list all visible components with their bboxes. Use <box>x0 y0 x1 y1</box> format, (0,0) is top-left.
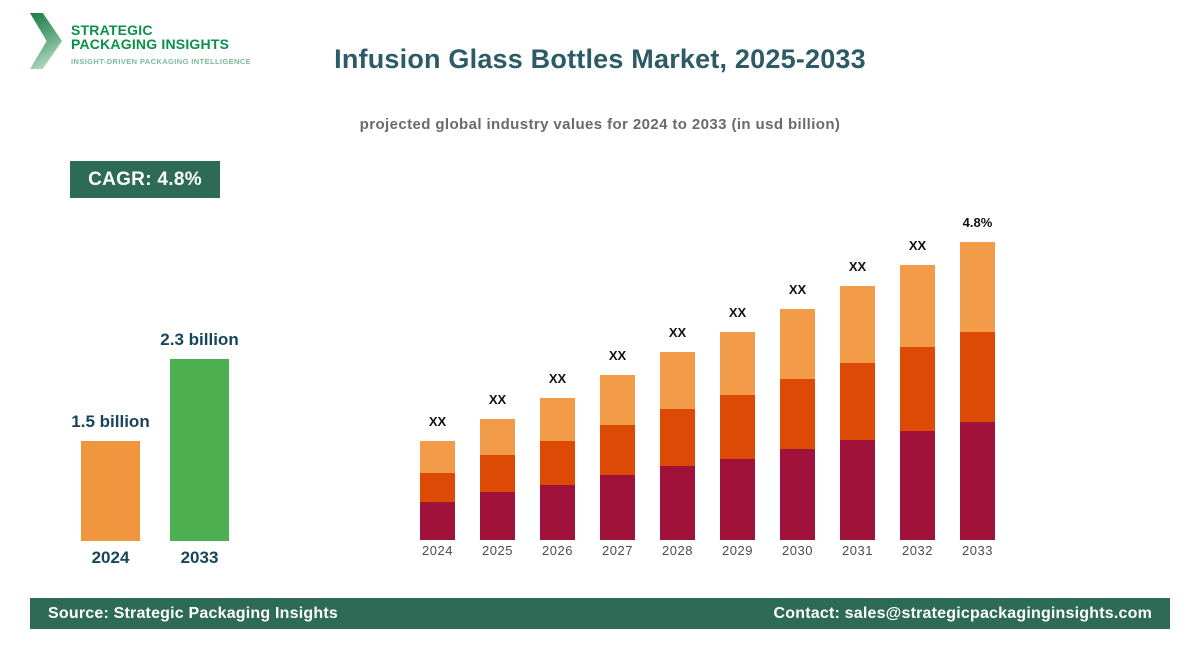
brand-logo: STRATEGIC PACKAGING INSIGHTS INSIGHT-DRI… <box>30 13 251 69</box>
cagr-badge: CAGR: 4.8% <box>70 161 220 198</box>
footer-source: Source: Strategic Packaging Insights <box>48 604 338 622</box>
bar-year-label: 2030 <box>782 543 813 558</box>
logo-line2: PACKAGING INSIGHTS <box>71 36 230 52</box>
mini-bar-group-2024: 1.5 billion 2024 <box>71 412 149 567</box>
stacked-bar-group-2026: XX 2026 <box>540 372 575 557</box>
page-subtitle: projected global industry values for 202… <box>359 116 841 133</box>
middle-segment <box>780 379 815 449</box>
bar-value-label: XX <box>608 348 627 363</box>
mini-bar-value-label: 2.3 billion <box>160 330 239 349</box>
bottom-segment <box>840 440 875 540</box>
bar-stack <box>660 352 695 540</box>
bottom-segment <box>780 449 815 540</box>
stacked-bar-group-2028: XX 2028 <box>660 326 695 557</box>
mini-bar-value-label: 1.5 billion <box>71 412 150 431</box>
middle-segment <box>660 409 695 466</box>
bar-value-label: XX <box>788 282 807 297</box>
bottom-segment <box>720 459 755 540</box>
middle-segment <box>840 363 875 440</box>
bar-year-label: 2027 <box>602 543 633 558</box>
top-segment <box>480 419 515 455</box>
middle-segment <box>600 425 635 475</box>
top-segment <box>540 398 575 441</box>
bar-year-label: 2026 <box>542 543 573 558</box>
top-segment <box>840 286 875 363</box>
bar-stack <box>900 265 935 540</box>
mini-bar-group-2033: 2.3 billion 2033 <box>160 330 238 567</box>
stacked-bar-group-2032: XX 2032 <box>900 239 935 557</box>
stacked-bar-group-2030: XX 2030 <box>780 283 815 557</box>
middle-segment <box>420 473 455 502</box>
bar-year-label: 2024 <box>422 543 453 558</box>
bar-year-label: 2031 <box>842 543 873 558</box>
bar-stack <box>480 419 515 540</box>
top-segment <box>780 309 815 379</box>
bar-stack <box>600 375 635 540</box>
top-segment <box>960 242 995 332</box>
middle-segment <box>900 347 935 431</box>
middle-segment <box>480 455 515 492</box>
stacked-bar-group-2025: XX 2025 <box>480 393 515 557</box>
bar-year-label: 2028 <box>662 543 693 558</box>
bar-stack <box>960 242 995 540</box>
logo-line1: STRATEGIC <box>71 22 153 38</box>
logo-tagline: INSIGHT-DRIVEN PACKAGING INTELLIGENCE <box>71 57 252 66</box>
top-segment <box>720 332 755 395</box>
stacked-bar-group-2033: 4.8% 2033 <box>960 216 995 557</box>
bar-value-label: XX <box>728 305 747 320</box>
bar-year-label: 2025 <box>482 543 513 558</box>
bottom-segment <box>660 466 695 540</box>
mini-bar-year-label: 2024 <box>91 548 130 567</box>
bar-value-label: XX <box>548 371 567 386</box>
top-segment <box>660 352 695 409</box>
bar-value-label: XX <box>668 325 687 340</box>
stacked-bar-chart: XX 2024 XX 2025 XX 2026 XX 2027 XX 2028 XX 2029 XX 20… <box>420 0 1000 557</box>
middle-segment <box>540 441 575 485</box>
footer-contact: Contact: sales@strategicpackaginginsight… <box>773 604 1152 622</box>
bar-value-label: XX <box>848 259 867 274</box>
footer-bar: Source: Strategic Packaging Insights Con… <box>30 598 1170 629</box>
mini-bar-chart: 1.5 billion 2024 2.3 billion 2033 <box>71 0 241 567</box>
bar-value-label: XX <box>428 414 447 429</box>
mini-bar-2024 <box>81 441 140 541</box>
top-segment <box>900 265 935 347</box>
top-segment <box>600 375 635 425</box>
stacked-bar-group-2029: XX 2029 <box>720 306 755 557</box>
bottom-segment <box>600 475 635 540</box>
bar-stack <box>420 441 455 540</box>
bar-year-label: 2029 <box>722 543 753 558</box>
bar-value-label: XX <box>488 392 507 407</box>
middle-segment <box>960 332 995 422</box>
bottom-segment <box>540 485 575 540</box>
mini-bar-year-label: 2033 <box>180 548 219 567</box>
stacked-bar-group-2031: XX 2031 <box>840 260 875 557</box>
bar-stack <box>540 398 575 540</box>
stacked-bar-group-2024: XX 2024 <box>420 415 455 557</box>
page-title: Infusion Glass Bottles Market, 2025-2033 <box>334 44 866 74</box>
bottom-segment <box>900 431 935 540</box>
bar-year-label: 2032 <box>902 543 933 558</box>
middle-segment <box>720 395 755 459</box>
bar-stack <box>840 286 875 540</box>
bar-value-label: 4.8% <box>962 215 993 230</box>
stacked-bar-group-2027: XX 2027 <box>600 349 635 557</box>
bottom-segment <box>480 492 515 540</box>
top-segment <box>420 441 455 473</box>
bar-stack <box>720 332 755 540</box>
bottom-segment <box>420 502 455 540</box>
bar-year-label: 2033 <box>962 543 993 558</box>
bar-value-label: XX <box>908 238 927 253</box>
logo-text: STRATEGIC PACKAGING INSIGHTS INSIGHT-DRI… <box>71 13 251 66</box>
bar-stack <box>780 309 815 540</box>
mini-bar-2033 <box>170 359 229 541</box>
bottom-segment <box>960 422 995 540</box>
